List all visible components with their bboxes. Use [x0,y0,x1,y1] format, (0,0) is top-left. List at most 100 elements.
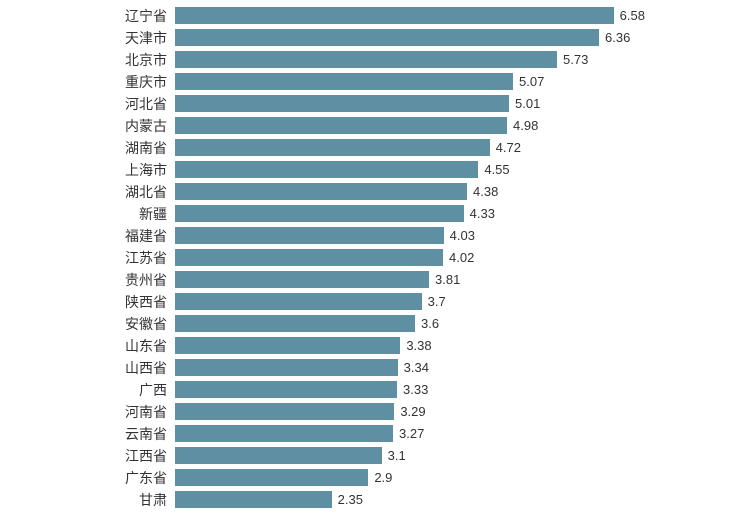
bar-area: 3.38 [175,337,730,354]
chart-row: 北京市5.73 [5,49,730,70]
chart-row: 江西省 3.1 [5,445,730,466]
category-label: 江苏省 [5,248,175,268]
value-label: 4.03 [450,228,475,243]
bar [175,315,415,332]
bar [175,139,490,156]
bar-area: 3.27 [175,425,730,442]
value-label: 3.6 [421,316,439,331]
bar [175,381,397,398]
category-label: 内蒙古 [5,116,175,136]
value-label: 4.33 [470,206,495,221]
bar-area: 3.81 [175,271,730,288]
bar [175,337,400,354]
bar [175,29,599,46]
bar [175,359,398,376]
bar-area: 5.01 [175,95,730,112]
bar-area: 4.55 [175,161,730,178]
category-label: 重庆市 [5,72,175,92]
bar-area: 4.33 [175,205,730,222]
value-label: 4.72 [496,140,521,155]
category-label: 山东省 [5,336,175,356]
bar-area: 4.02 [175,249,730,266]
value-label: 3.33 [403,382,428,397]
bar [175,249,443,266]
value-label: 6.58 [620,8,645,23]
chart-row: 广西 3.33 [5,379,730,400]
chart-row: 湖北省4.38 [5,181,730,202]
bar-area: 3.29 [175,403,730,420]
category-label: 新疆 [5,204,175,224]
value-label: 5.07 [519,74,544,89]
bar [175,425,393,442]
category-label: 河南省 [5,402,175,422]
value-label: 3.34 [404,360,429,375]
chart-row: 河北省 5.01 [5,93,730,114]
chart-row: 贵州省 3.81 [5,269,730,290]
bar [175,403,394,420]
value-label: 5.73 [563,52,588,67]
chart-row: 上海市 4.55 [5,159,730,180]
bar [175,205,464,222]
chart-row: 山东省 3.38 [5,335,730,356]
category-label: 湖北省 [5,182,175,202]
value-label: 4.98 [513,118,538,133]
category-label: 湖南省 [5,138,175,158]
bar-area: 6.58 [175,7,730,24]
chart-row: 福建省 4.03 [5,225,730,246]
bar [175,271,429,288]
category-label: 贵州省 [5,270,175,290]
bar [175,51,557,68]
horizontal-bar-chart: 辽宁省 6.58 天津市 6.36 北京市5.73重庆市 5.07 河北省 5.01 内蒙古 4.… [0,0,750,516]
bar-area: 4.38 [175,183,730,200]
bar-area: 3.7 [175,293,730,310]
value-label: 6.36 [605,30,630,45]
bar-area: 5.73 [175,51,730,68]
category-label: 陕西省 [5,292,175,312]
category-label: 福建省 [5,226,175,246]
category-label: 安徽省 [5,314,175,334]
category-label: 天津市 [5,28,175,48]
category-label: 江西省 [5,446,175,466]
chart-row: 河南省 3.29 [5,401,730,422]
bar-area: 3.34 [175,359,730,376]
bar [175,293,422,310]
chart-row: 广东省 2.9 [5,467,730,488]
bar [175,447,382,464]
chart-row: 陕西省3.7 [5,291,730,312]
bar [175,73,513,90]
bar-area: 4.72 [175,139,730,156]
category-label: 广东省 [5,468,175,488]
value-label: 3.38 [406,338,431,353]
value-label: 3.1 [388,448,406,463]
bar-area: 2.9 [175,469,730,486]
value-label: 3.29 [400,404,425,419]
chart-row: 安徽省 3.6 [5,313,730,334]
bar [175,469,368,486]
category-label: 辽宁省 [5,6,175,26]
bar-area: 3.1 [175,447,730,464]
bar-area: 5.07 [175,73,730,90]
value-label: 4.02 [449,250,474,265]
category-label: 山西省 [5,358,175,378]
bar-area: 4.03 [175,227,730,244]
category-label: 广西 [5,380,175,400]
chart-row: 湖南省 4.72 [5,137,730,158]
category-label: 河北省 [5,94,175,114]
value-label: 5.01 [515,96,540,111]
chart-row: 新疆 4.33 [5,203,730,224]
bar-area: 3.33 [175,381,730,398]
bar-area: 6.36 [175,29,730,46]
value-label: 3.27 [399,426,424,441]
bar [175,161,478,178]
value-label: 2.9 [374,470,392,485]
value-label: 3.81 [435,272,460,287]
category-label: 上海市 [5,160,175,180]
chart-row: 内蒙古 4.98 [5,115,730,136]
value-label: 4.55 [484,162,509,177]
bar-area: 4.98 [175,117,730,134]
bar [175,7,614,24]
bar [175,95,509,112]
bar [175,117,507,134]
category-label: 云南省 [5,424,175,444]
chart-row: 江苏省 4.02 [5,247,730,268]
